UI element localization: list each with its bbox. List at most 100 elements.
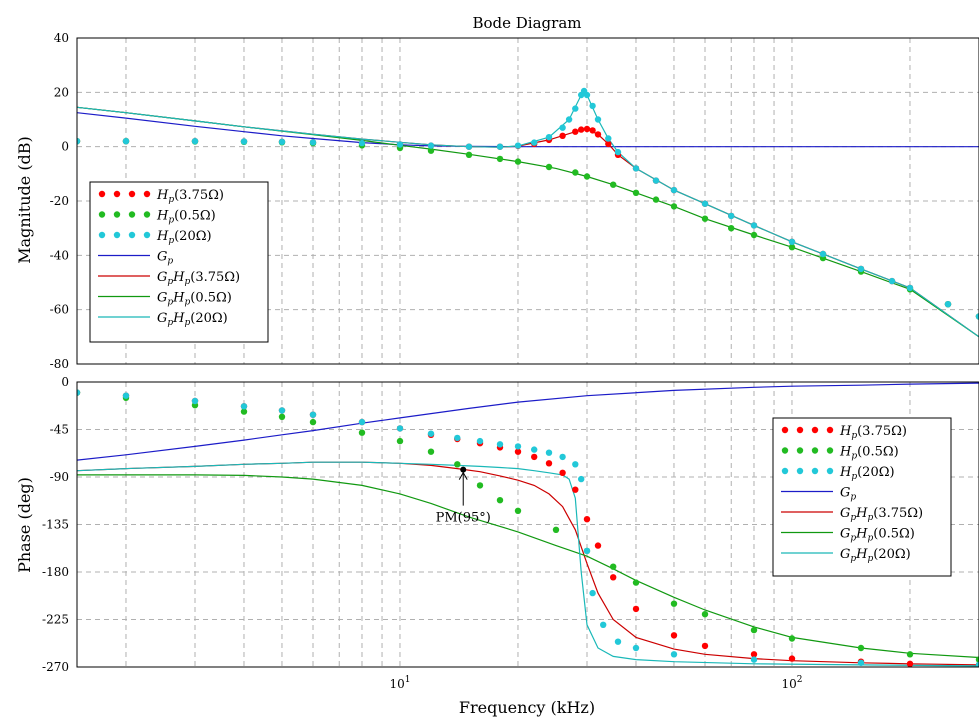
phase-data-point bbox=[358, 418, 366, 426]
magnitude-data-point bbox=[465, 143, 473, 150]
phase-data-point bbox=[514, 443, 522, 450]
phase-data-point bbox=[559, 469, 566, 476]
magnitude-data-point bbox=[728, 225, 735, 232]
phase-legend-swatch-dot bbox=[826, 467, 834, 475]
magnitude-data-point bbox=[545, 163, 553, 171]
magnitude-data-point bbox=[750, 231, 758, 239]
magnitude-y-tick-label: -80 bbox=[50, 357, 69, 371]
magnitude-y-tick-label: 20 bbox=[54, 85, 69, 99]
magnitude-data-point bbox=[701, 200, 709, 207]
phase-data-point bbox=[545, 460, 553, 467]
phase-panel: 0-45-90-135-180-225-270PM(95°)Hp(3.75Ω)H… bbox=[42, 375, 979, 674]
magnitude-y-tick-label: 0 bbox=[61, 140, 69, 154]
phase-y-tick-label: -180 bbox=[42, 565, 69, 579]
magnitude-data-point bbox=[906, 284, 914, 292]
magnitude-data-point bbox=[605, 140, 612, 148]
magnitude-legend-swatch-dot bbox=[143, 211, 151, 218]
phase-data-point bbox=[358, 429, 366, 436]
phase-data-point bbox=[632, 644, 640, 652]
magnitude-legend-swatch-dot bbox=[128, 231, 136, 239]
magnitude-data-point bbox=[670, 203, 678, 210]
magnitude-data-point bbox=[944, 301, 952, 308]
magnitude-legend-entry: Hp(0.5Ω) bbox=[156, 209, 216, 226]
magnitude-data-point bbox=[496, 143, 504, 150]
phase-data-point bbox=[496, 497, 504, 504]
magnitude-data-point bbox=[583, 125, 591, 133]
phase-data-point bbox=[309, 418, 317, 426]
phase-y-tick-label: -270 bbox=[42, 660, 69, 674]
phase-data-point bbox=[309, 411, 317, 418]
phase-data-point bbox=[122, 392, 130, 399]
magnitude-data-point bbox=[589, 127, 596, 134]
magnitude-data-point bbox=[531, 139, 538, 146]
magnitude-legend-swatch-dot bbox=[98, 231, 106, 239]
phase-legend-swatch-dot bbox=[796, 467, 804, 475]
magnitude-data-point bbox=[975, 313, 979, 320]
phase-legend-swatch-dot bbox=[781, 426, 789, 434]
magnitude-data-point bbox=[572, 128, 579, 135]
magnitude-y-tick-label: -60 bbox=[50, 303, 69, 317]
phase-legend-swatch-dot bbox=[826, 447, 834, 454]
phase-data-point bbox=[670, 651, 678, 658]
phase-data-point bbox=[632, 579, 640, 586]
magnitude-data-point bbox=[594, 116, 602, 123]
magnitude-data-point bbox=[670, 186, 678, 194]
phase-data-point bbox=[788, 655, 796, 662]
phase-data-point bbox=[610, 574, 617, 581]
magnitude-legend-swatch-dot bbox=[143, 190, 151, 198]
phase-data-point bbox=[583, 516, 591, 523]
magnitude-data-point bbox=[514, 158, 522, 165]
phase-legend-swatch-dot bbox=[811, 467, 819, 475]
phase-legend-entry: GpHp(0.5Ω) bbox=[840, 527, 915, 544]
magnitude-data-point bbox=[788, 238, 796, 245]
magnitude-data-point bbox=[309, 139, 317, 146]
magnitude-axes-frame bbox=[76, 37, 979, 365]
magnitude-data-point bbox=[572, 105, 579, 112]
magnitude-data-point bbox=[857, 265, 865, 273]
magnitude-data-point bbox=[427, 147, 435, 154]
phase-legend-swatch-dot bbox=[826, 426, 834, 434]
phase-data-point bbox=[594, 542, 602, 549]
phase-data-point bbox=[77, 389, 81, 396]
magnitude-data-point bbox=[77, 138, 81, 145]
magnitude-legend-box bbox=[89, 181, 269, 343]
phase-data-point bbox=[750, 651, 758, 658]
magnitude-legend-entry: GpHp(20Ω) bbox=[157, 311, 228, 328]
magnitude-legend-swatch-dot bbox=[128, 190, 136, 198]
magnitude-data-point bbox=[728, 212, 735, 220]
phase-legend-entry: GpHp(20Ω) bbox=[840, 547, 911, 564]
magnitude-plot-area bbox=[77, 87, 979, 338]
magnitude-data-point bbox=[583, 91, 591, 99]
phase-data-point bbox=[857, 644, 865, 652]
magnitude-data-point bbox=[888, 277, 896, 285]
phase-data-point bbox=[396, 437, 404, 445]
phase-legend-swatch-dot bbox=[811, 447, 819, 454]
phase-data-point bbox=[454, 434, 461, 442]
magnitude-data-point bbox=[610, 181, 617, 188]
phase-data-point bbox=[701, 611, 709, 618]
phase-data-point bbox=[750, 626, 758, 634]
magnitude-legend-entry: GpHp(3.75Ω) bbox=[157, 270, 240, 287]
phase-series-line bbox=[77, 474, 979, 659]
magnitude-data-point bbox=[652, 196, 660, 203]
phase-data-point bbox=[975, 656, 979, 663]
phase-data-point bbox=[496, 441, 504, 448]
phase-y-tick-label: -135 bbox=[42, 518, 69, 532]
phase-data-point bbox=[600, 621, 607, 628]
phase-annotation-label: PM(95°) bbox=[436, 511, 491, 526]
magnitude-data-point bbox=[465, 151, 473, 158]
phase-data-point bbox=[427, 430, 435, 437]
magnitude-legend-entry: GpHp(0.5Ω) bbox=[157, 291, 232, 308]
phase-legend-swatch-dot bbox=[781, 467, 789, 475]
phase-data-point bbox=[514, 507, 522, 514]
magnitude-data-point bbox=[578, 126, 585, 133]
magnitude-data-point bbox=[565, 116, 573, 123]
magnitude-data-point bbox=[614, 148, 622, 156]
magnitude-data-point bbox=[605, 135, 612, 142]
magnitude-legend-swatch-dot bbox=[128, 211, 136, 218]
magnitude-data-point bbox=[652, 177, 660, 184]
phase-axes-frame bbox=[76, 381, 979, 668]
magnitude-data-point bbox=[358, 139, 366, 147]
magnitude-legend: Hp(3.75Ω) Hp(0.5Ω) Hp(20Ω) Gp GpHp(3.75Ω) GpH… bbox=[89, 181, 269, 343]
phase-data-point bbox=[545, 449, 553, 456]
